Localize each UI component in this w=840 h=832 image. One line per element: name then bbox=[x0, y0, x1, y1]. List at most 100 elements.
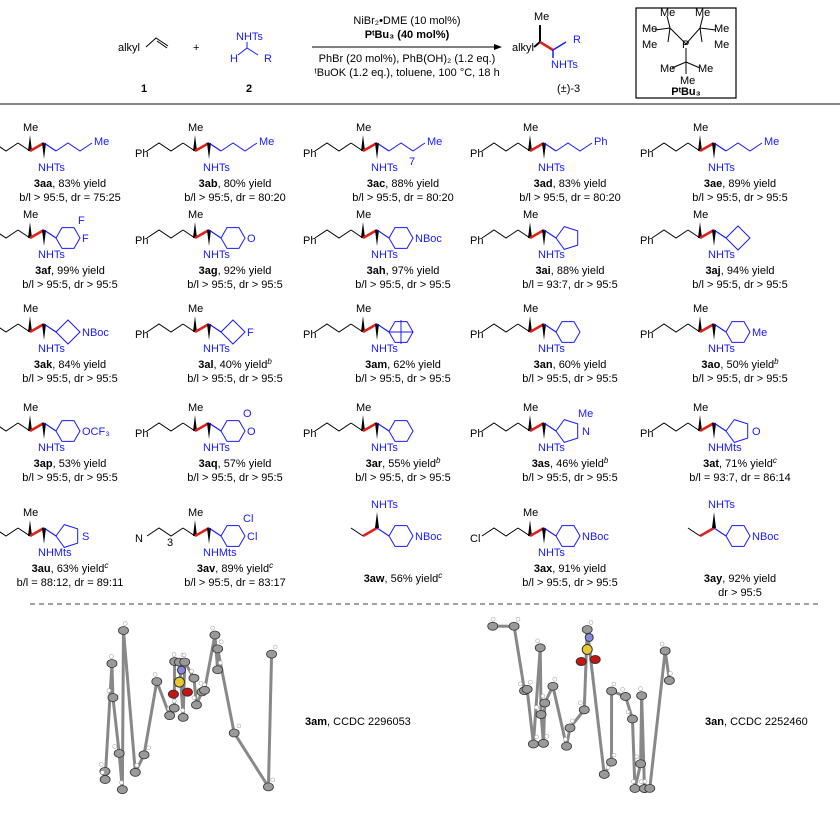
conditions: NiBr₂•DME (10 mol%) PᵗBu₃ (40 mol%) PhBr… bbox=[312, 15, 502, 79]
selectivity-ratio: b/l > 95:5, dr = 75:25 bbox=[19, 192, 121, 204]
compound-caption: 3aq, 57% yield bbox=[199, 458, 272, 470]
new-cc-bond bbox=[699, 141, 715, 153]
footnote-marker: c bbox=[773, 456, 777, 465]
compound-id: 3ar bbox=[366, 458, 383, 470]
amine-label: NHTs bbox=[38, 249, 65, 261]
product-me: Me bbox=[534, 11, 549, 23]
methyl-wedge bbox=[361, 222, 365, 238]
amine-label: NHTs bbox=[371, 162, 398, 174]
alkyl-chain bbox=[481, 422, 519, 432]
compound-3av: N 3 Me NHMts Cl Cl 3av, 89% yieldc b/l > 95:5, … bbox=[135, 507, 286, 589]
crystal-structures: 3am, CCDC 2296053 3an, CCDC 2252460 bbox=[99, 616, 808, 794]
new-cc-bond bbox=[362, 526, 378, 538]
reactant-1-number: 1 bbox=[141, 83, 147, 95]
methyl-label: Me bbox=[188, 402, 203, 414]
methyl-label: Me bbox=[188, 209, 203, 221]
methyl-wedge bbox=[28, 520, 32, 536]
amine-label: NHTs bbox=[203, 442, 230, 454]
substituent-label: Me bbox=[94, 136, 109, 148]
substituent-pent bbox=[55, 524, 79, 548]
compound-id: 3ac bbox=[367, 178, 385, 190]
amine-label: NHTs bbox=[538, 547, 565, 559]
compound-yield: , 62% yield bbox=[387, 359, 441, 371]
amine-label: NHTs bbox=[38, 343, 65, 355]
methyl-label: Me bbox=[523, 507, 538, 519]
compound-yield: , 80% yield bbox=[218, 178, 272, 190]
crystal-compound-id: 3an bbox=[705, 716, 724, 728]
amine-label: NHTs bbox=[371, 249, 398, 261]
substituent-label: NBoc bbox=[415, 233, 442, 245]
substituent-cage bbox=[388, 320, 414, 344]
compound-yield: , 94% yield bbox=[721, 265, 775, 277]
selectivity-ratio: b/l > 95:5, dr > 95:5 bbox=[22, 373, 117, 385]
alkyl-chain bbox=[314, 142, 352, 152]
methyl-wedge bbox=[28, 135, 32, 151]
compound-3ad: Ph Me NHTs Ph 3ad, 83% yield b/l > 95:5, dr =… bbox=[470, 122, 621, 204]
ligand-box: Me Me Me Me Me Me Me Me Me P PᵗBu₃ bbox=[635, 7, 737, 99]
selectivity-ratio: b/l > 95:5, dr > 95:5 bbox=[692, 192, 787, 204]
compound-3as: Ph Me NHTs N Me 3as, 46% yieldb b/l > 95:5, dr… bbox=[470, 402, 618, 484]
compound-caption: 3ap, 53% yield bbox=[34, 458, 107, 470]
compound-id: 3as bbox=[532, 458, 550, 470]
new-cc-bond bbox=[29, 141, 45, 153]
start-group-label: Ph bbox=[470, 428, 483, 440]
selectivity-ratio: b/l > 95:5, dr > 95:5 bbox=[522, 472, 617, 484]
ccdc-number: , CCDC 2252460 bbox=[724, 716, 808, 728]
compound-id: 3aa bbox=[34, 178, 53, 190]
footnote-marker: b bbox=[267, 357, 272, 366]
compound-3aa: PhMeNHTsMe3aa, 83% yieldb/l > 95:5, dr =… bbox=[0, 122, 121, 204]
methyl-wedge bbox=[361, 415, 365, 431]
compound-id: 3am bbox=[365, 359, 387, 371]
amine-label: NHMts bbox=[38, 547, 72, 559]
new-cc-bond bbox=[194, 322, 210, 334]
substituent-hex bbox=[725, 525, 751, 547]
compound-caption: 3at, 71% yieldc bbox=[703, 456, 777, 470]
new-cc-bond bbox=[529, 228, 545, 240]
ligand-me: Me bbox=[660, 7, 675, 19]
compound-caption: 3ar, 55% yieldb bbox=[366, 456, 441, 470]
alkyl-chain bbox=[146, 422, 184, 432]
start-group-label: Ph bbox=[303, 428, 316, 440]
reactant-2-bonds bbox=[237, 42, 259, 56]
methyl-label: Me bbox=[523, 209, 538, 221]
compound-3al: Ph Me NHTs F 3al, 40% yieldb b/l > 95:5, dr >… bbox=[135, 303, 283, 385]
compound-yield: , 92% yield bbox=[722, 573, 776, 585]
start-group-label: Ph bbox=[303, 148, 316, 160]
amine-label: NHTs bbox=[38, 162, 65, 174]
substituent-label: O bbox=[247, 233, 256, 245]
compound-3ay: NHTs NBoc 3ay, 92% yield dr > 95:5 bbox=[687, 499, 779, 599]
substituent-label: F bbox=[82, 233, 89, 245]
methyl-wedge bbox=[528, 135, 532, 151]
compound-id: 3ap bbox=[34, 458, 53, 470]
alkyl-chain bbox=[146, 527, 184, 537]
product-general: alkyl Me R NHTs (±)-3 bbox=[512, 11, 581, 95]
compound-yield: , 97% yield bbox=[386, 265, 440, 277]
compound-yield: , 63% yield bbox=[51, 563, 105, 575]
substituent-chain bbox=[55, 142, 93, 152]
compound-yield: , 89% yield bbox=[722, 178, 776, 190]
new-cc-bond bbox=[362, 322, 378, 334]
selectivity-ratio: b/l > 95:5, dr > 95:5 bbox=[692, 373, 787, 385]
substituent-label: NBoc bbox=[752, 531, 779, 543]
ligand-phosphorus: P bbox=[682, 39, 689, 51]
compound-3am: Ph Me NHTs 3am, 62% yield b/l > 95:5, dr > 9… bbox=[303, 303, 451, 385]
start-group-label: Ph bbox=[303, 329, 316, 341]
compound-caption: 3af, 99% yield bbox=[35, 265, 105, 277]
compound-id: 3at bbox=[703, 458, 719, 470]
new-cc-bond bbox=[699, 322, 715, 334]
compound-id: 3au bbox=[32, 563, 51, 575]
new-cc-bond bbox=[362, 141, 378, 153]
compound-3af: PhMeNHTsFF3af, 99% yieldb/l > 95:5, dr >… bbox=[0, 209, 118, 291]
compound-id: 3ah bbox=[367, 265, 386, 277]
methyl-label: Me bbox=[188, 507, 203, 519]
compound-yield: , 83% yield bbox=[52, 178, 106, 190]
methyl-wedge bbox=[28, 222, 32, 238]
compound-id: 3ad bbox=[534, 178, 553, 190]
product-number: (±)-3 bbox=[557, 83, 580, 95]
start-group-label: Ph bbox=[640, 329, 653, 341]
substituent-hex bbox=[388, 227, 414, 249]
condition-base: ᵗBuOK (1.2 eq.), toluene, 100 °C, 18 h bbox=[314, 67, 499, 79]
product-alkyl: alkyl bbox=[512, 42, 534, 54]
compound-yield: , 56% yield bbox=[384, 573, 438, 585]
